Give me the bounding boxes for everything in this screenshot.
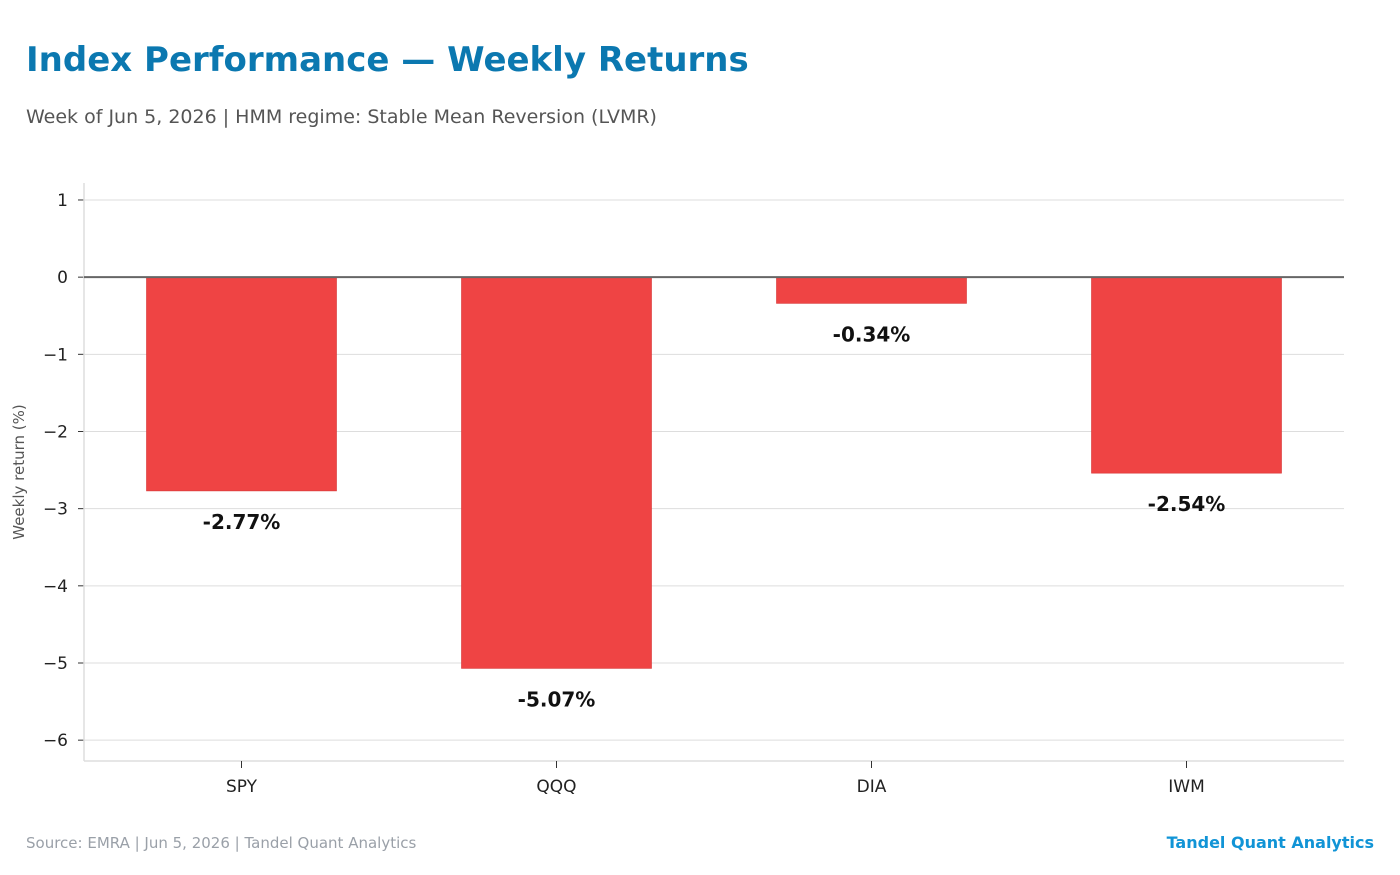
x-tick-label: DIA xyxy=(857,777,887,797)
data-label: -2.54% xyxy=(1148,492,1226,516)
bars xyxy=(146,276,1282,669)
data-label: -5.07% xyxy=(518,687,596,711)
chart-title: Index Performance — Weekly Returns xyxy=(26,40,749,80)
data-label: -0.34% xyxy=(833,322,911,346)
y-tick-label: −5 xyxy=(43,654,68,674)
y-tick-label: −4 xyxy=(43,577,68,597)
data-label: -2.77% xyxy=(203,510,281,534)
source-note: Source: EMRA | Jun 5, 2026 | Tandel Quan… xyxy=(26,834,417,852)
axes: 1 0 −1 −2 −3 −4 −5 −6 SPY QQQ DIA IWM xyxy=(43,183,1344,797)
y-tick-label: 1 xyxy=(57,191,68,211)
bar-dia xyxy=(776,276,967,304)
chart-subtitle: Week of Jun 5, 2026 | HMM regime: Stable… xyxy=(26,106,657,128)
x-tick-label: SPY xyxy=(226,777,258,797)
y-tick-label: −6 xyxy=(43,731,68,751)
bar-qqq xyxy=(461,276,652,669)
data-labels: -2.77% -5.07% -0.34% -2.54% xyxy=(84,276,1344,711)
bar-spy xyxy=(146,276,337,492)
y-tick-label: −3 xyxy=(43,500,68,520)
x-tick-label: IWM xyxy=(1168,777,1205,797)
y-tick-label: 0 xyxy=(57,268,68,288)
y-axis-label: Weekly return (%) xyxy=(10,404,28,540)
y-tick-label: −2 xyxy=(43,422,68,442)
x-tick-label: QQQ xyxy=(536,777,576,797)
brand-label: Tandel Quant Analytics xyxy=(1166,833,1374,852)
bar-iwm xyxy=(1091,276,1282,474)
y-tick-label: −1 xyxy=(43,345,68,365)
